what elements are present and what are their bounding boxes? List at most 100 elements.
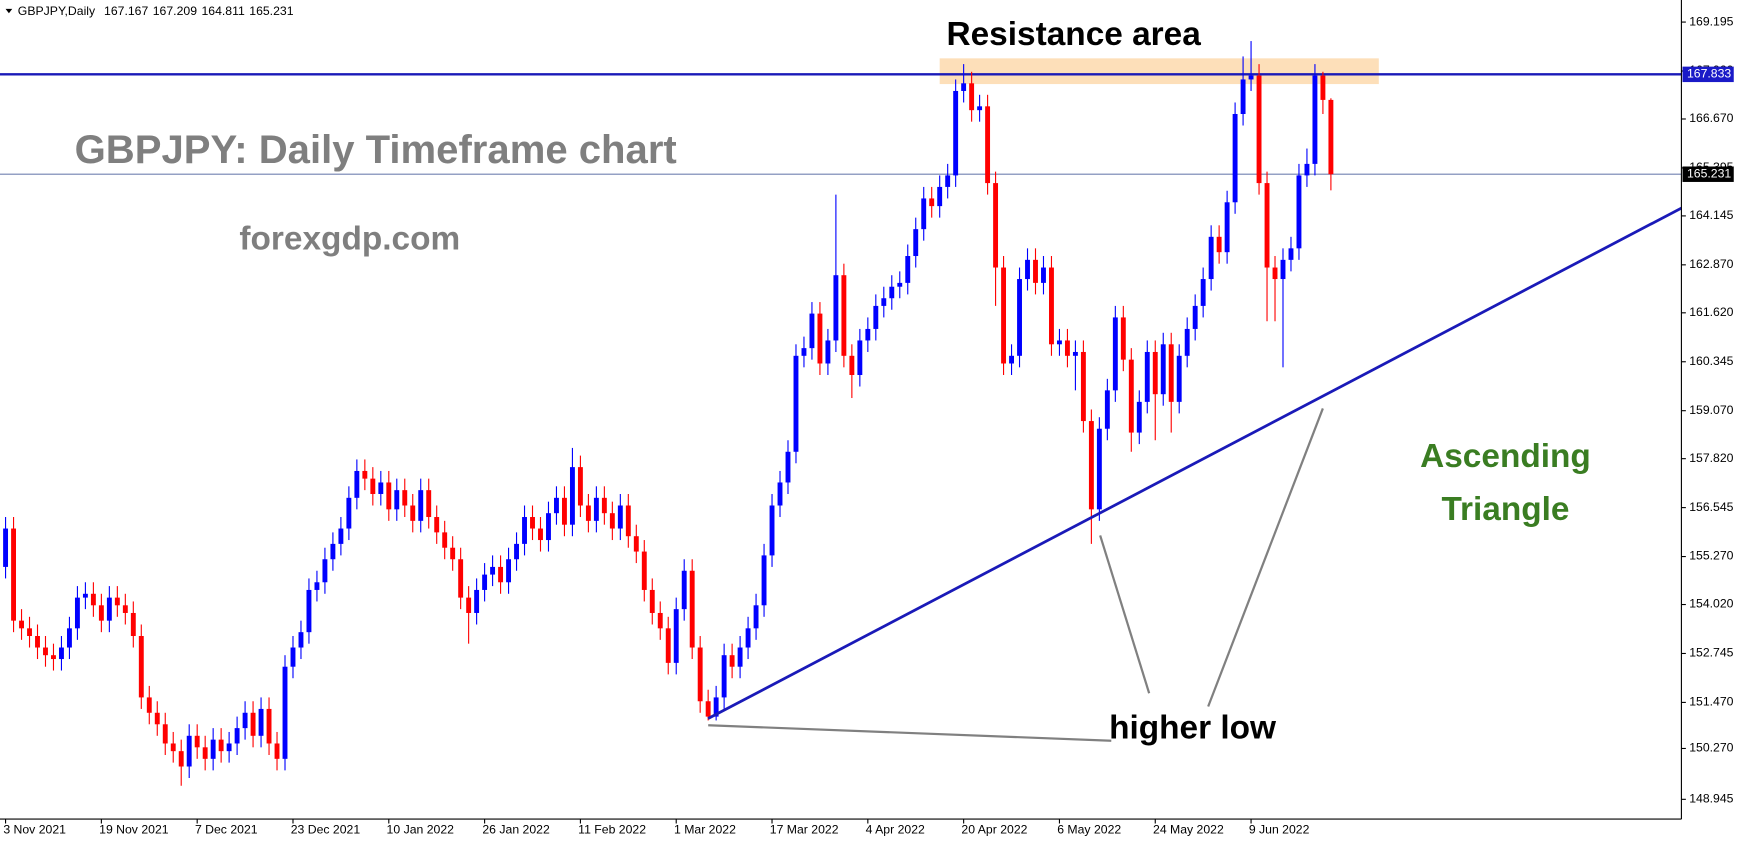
candle-body xyxy=(1017,279,1022,356)
candle-body xyxy=(1176,355,1182,402)
candle-body xyxy=(354,470,360,498)
x-tick-label: 20 Apr 2022 xyxy=(961,822,1027,836)
candle-body xyxy=(985,106,991,184)
candle-body xyxy=(625,505,631,537)
candle-body xyxy=(969,83,975,111)
resistance-price-label: 167.833 xyxy=(1687,67,1731,81)
candle-body xyxy=(801,348,807,356)
candle-body xyxy=(1064,340,1070,356)
candle-body xyxy=(1248,75,1254,80)
candle-body xyxy=(386,482,392,510)
candle-body xyxy=(705,701,711,717)
x-tick-label: 4 Apr 2022 xyxy=(866,822,925,836)
chart-title: GBPJPY: Daily Timeframe chart xyxy=(75,128,677,172)
candle-body xyxy=(609,513,615,529)
candle-body xyxy=(769,505,775,556)
candle-body xyxy=(809,313,815,349)
candle-body xyxy=(929,198,935,207)
candle-body xyxy=(1240,79,1246,114)
candle-body xyxy=(43,647,48,656)
candle-body xyxy=(178,751,184,767)
candle-body xyxy=(833,275,839,341)
candle-body xyxy=(1088,421,1094,510)
x-tick-label: 24 May 2022 xyxy=(1153,822,1224,836)
candle-body xyxy=(857,340,863,376)
menu-icon[interactable] xyxy=(5,8,13,14)
candle-body xyxy=(394,490,400,510)
candle-body xyxy=(3,528,9,567)
symbol: GBPJPY,Daily xyxy=(18,4,96,18)
candle-body xyxy=(649,589,655,613)
candle-body xyxy=(657,612,663,629)
candle-body xyxy=(841,275,847,356)
y-tick-label: 166.670 xyxy=(1689,111,1733,125)
y-tick-label: 159.070 xyxy=(1689,403,1733,417)
candle-body xyxy=(1192,305,1198,329)
candle-body xyxy=(322,559,328,583)
candle-body xyxy=(1264,183,1270,268)
candle-body xyxy=(585,505,591,521)
candle-body xyxy=(162,724,168,744)
y-tick-label: 161.620 xyxy=(1689,305,1733,319)
candle-body xyxy=(1296,175,1302,249)
candle-body xyxy=(569,467,575,525)
candle-body xyxy=(697,647,703,702)
y-tick-label: 151.470 xyxy=(1689,695,1733,709)
x-tick-label: 1 Mar 2022 xyxy=(674,822,736,836)
subtitle: forexgdp.com xyxy=(239,221,460,258)
candle-body xyxy=(234,728,240,744)
candle-body xyxy=(122,605,128,613)
x-tick-label: 10 Jan 2022 xyxy=(387,822,455,836)
candle-body xyxy=(298,632,304,648)
candle-body xyxy=(186,735,192,767)
candle-body xyxy=(114,597,120,606)
y-tick-label: 169.195 xyxy=(1689,14,1733,28)
candle-body xyxy=(905,256,911,283)
x-tick-label: 26 Jan 2022 xyxy=(482,822,550,836)
resistance-area xyxy=(939,58,1379,85)
candle-body xyxy=(993,183,999,268)
candle-body xyxy=(290,647,296,667)
candle-body xyxy=(665,628,671,663)
price-box xyxy=(1682,166,1734,182)
higher-low-pointer xyxy=(1207,408,1324,707)
candle-body xyxy=(282,666,288,759)
pattern-label: Triangle xyxy=(1441,491,1569,528)
candle-body xyxy=(1136,401,1142,433)
pattern-label: Ascending xyxy=(1420,438,1591,475)
candle-body xyxy=(1144,351,1150,402)
candle-body xyxy=(426,490,432,518)
header-open: 167.167 xyxy=(104,4,148,18)
header-high: 167.209 xyxy=(153,4,197,18)
candle-body xyxy=(713,697,719,717)
candle-body xyxy=(681,570,687,610)
candle-body xyxy=(1208,236,1214,280)
candle-body xyxy=(378,482,384,494)
candle-body xyxy=(817,313,823,364)
candle-body xyxy=(1168,344,1174,402)
candle-body xyxy=(1328,99,1334,175)
candle-body xyxy=(82,593,88,598)
trendline xyxy=(707,206,1682,720)
candle-body xyxy=(673,609,679,663)
candle-body xyxy=(154,712,160,725)
candle-body xyxy=(506,559,512,583)
candle-body xyxy=(785,451,791,483)
candle-body xyxy=(641,551,647,590)
candle-body xyxy=(434,517,440,533)
candle-body xyxy=(266,708,272,744)
candle-body xyxy=(554,497,559,514)
candle-body xyxy=(466,597,472,613)
candle-body xyxy=(865,328,871,341)
candle-body xyxy=(1280,259,1286,280)
candle-body xyxy=(258,708,264,736)
higher-low-pointer xyxy=(708,724,1112,742)
candle-body xyxy=(977,106,983,111)
candle-body xyxy=(35,636,40,648)
higher-low-label: higher low xyxy=(1109,710,1276,747)
candle-body xyxy=(745,628,751,648)
candle-body xyxy=(1128,359,1134,433)
candle-body xyxy=(793,355,799,452)
candle-body xyxy=(498,566,504,583)
